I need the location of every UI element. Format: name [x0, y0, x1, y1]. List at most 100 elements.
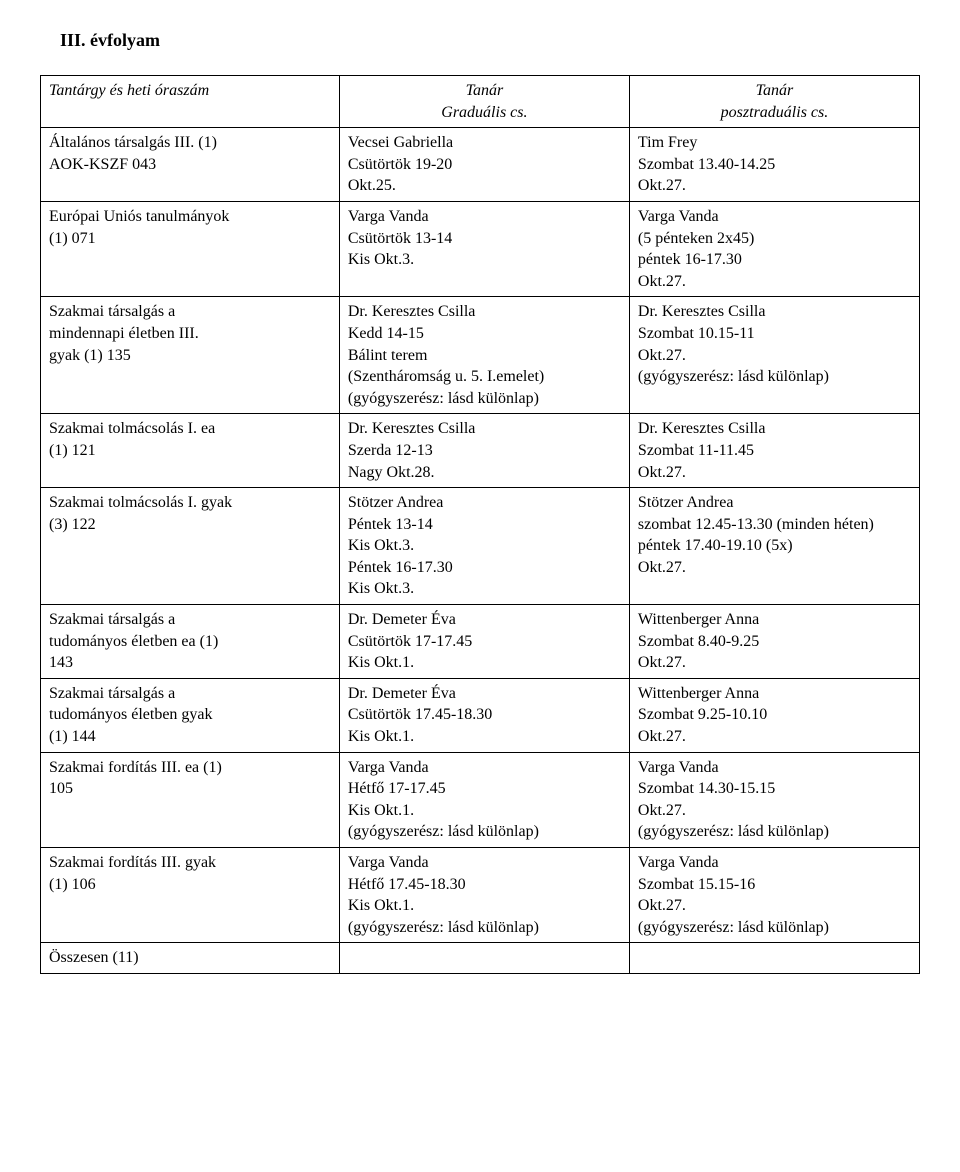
cell-line: Varga Vanda	[348, 759, 429, 776]
header-teacher-gradual-line1: Tanár	[466, 82, 504, 99]
cell-line: péntek 17.40-19.10 (5x)	[638, 537, 793, 554]
cell-line: Kis Okt.3.	[348, 537, 414, 554]
cell-line: Péntek 13-14	[348, 516, 433, 533]
cell-line: Okt.27.	[638, 464, 686, 481]
cell-line: tudományos életben ea (1)	[49, 633, 218, 650]
table-cell: Varga Vanda Csütörtök 13-14 Kis Okt.3.	[339, 201, 629, 296]
table-cell: Stötzer Andreaszombat 12.45-13.30 (minde…	[629, 488, 919, 605]
cell-line: Stötzer Andrea	[348, 494, 444, 511]
header-teacher-postgradual-line1: Tanár	[756, 82, 794, 99]
cell-line: Szakmai fordítás III. ea (1)	[49, 759, 222, 776]
table-row: Szakmai társalgás a tudományos életben ea…	[41, 605, 920, 679]
cell-line: Varga Vanda	[348, 854, 429, 871]
cell-line: Péntek 16-17.30	[348, 559, 453, 576]
table-cell: Dr. Demeter ÉvaCsütörtök 17.45-18.30Kis …	[339, 678, 629, 752]
cell-line: Szakmai társalgás a	[49, 685, 175, 702]
table-row: Szakmai fordítás III. gyak (1) 106 Varga V…	[41, 848, 920, 943]
cell-line: Szakmai tolmácsolás I. gyak	[49, 494, 232, 511]
table-cell: Varga Vanda Hétfő 17-17.45 Kis Okt.1. (gyóg…	[339, 752, 629, 847]
cell-line: Szombat 13.40-14.25	[638, 156, 775, 173]
table-cell: Stötzer Andrea Péntek 13-14 Kis Okt.3. Pént…	[339, 488, 629, 605]
table-row: Európai Uniós tanulmányok (1) 071 Varga Va…	[41, 201, 920, 296]
header-subject: Tantárgy és heti óraszám	[41, 76, 340, 128]
cell-line: Varga Vanda	[348, 208, 429, 225]
cell-line: Szombat 11-11.45	[638, 442, 754, 459]
cell-line: Szakmai társalgás a	[49, 303, 175, 320]
cell-line: tudományos életben gyak	[49, 706, 213, 723]
cell-line: Okt.25.	[348, 177, 396, 194]
cell-line: Kis Okt.3.	[348, 580, 414, 597]
cell-line: Hétfő 17-17.45	[348, 780, 446, 797]
cell-line: Dr. Keresztes Csilla	[638, 303, 766, 320]
cell-line: Hétfő 17.45-18.30	[348, 876, 466, 893]
cell-line: Dr. Keresztes Csilla	[638, 420, 766, 437]
cell-line: Kedd 14-15	[348, 325, 424, 342]
cell-line: (3) 122	[49, 516, 96, 533]
table-cell: Wittenberger AnnaSzombat 8.40-9.25Okt.27…	[629, 605, 919, 679]
cell-line: (1) 121	[49, 442, 96, 459]
cell-line: Wittenberger Anna	[638, 685, 759, 702]
cell-line: (gyógyszerész: lásd különlap)	[638, 919, 829, 936]
cell-line: Szombat 14.30-15.15	[638, 780, 775, 797]
cell-line: (gyógyszerész: lásd különlap)	[348, 823, 539, 840]
cell-line: Vecsei Gabriella	[348, 134, 453, 151]
table-cell: Dr. Keresztes CsillaSzerda 12-13Nagy Okt…	[339, 414, 629, 488]
table-cell: Vecsei GabriellaCsütörtök 19-20Okt.25.	[339, 128, 629, 202]
table-cell: Dr. Demeter ÉvaCsütörtök 17-17.45Kis Okt…	[339, 605, 629, 679]
table-row: Általános társalgás III. (1)AOK-KSZF 043…	[41, 128, 920, 202]
table-cell: Szakmai társalgás a tudományos életben gy…	[41, 678, 340, 752]
header-teacher-postgradual: Tanár posztraduális cs.	[629, 76, 919, 128]
schedule-table: Tantárgy és heti óraszám Tanár Graduális…	[40, 75, 920, 974]
cell-line: (1) 071	[49, 230, 96, 247]
table-cell: Dr. Keresztes Csilla Szombat 11-11.45 Okt.…	[629, 414, 919, 488]
cell-line: Okt.27.	[638, 273, 686, 290]
cell-line: Varga Vanda	[638, 208, 719, 225]
cell-line: (gyógyszerész: lásd különlap)	[348, 390, 539, 407]
table-cell: Varga Vanda(5 pénteken 2x45)péntek 16-17…	[629, 201, 919, 296]
cell-line: Szakmai tolmácsolás I. ea	[49, 420, 215, 437]
cell-line: Dr. Demeter Éva	[348, 685, 456, 702]
table-row: Szakmai tolmácsolás I. ea (1) 121 Dr. Kere…	[41, 414, 920, 488]
cell-line: Csütörtök 17.45-18.30	[348, 706, 492, 723]
cell-line: Okt.27.	[638, 802, 686, 819]
cell-line: Szakmai társalgás a	[49, 611, 175, 628]
cell-line: (gyógyszerész: lásd különlap)	[638, 368, 829, 385]
cell-line: Összesen (11)	[49, 949, 139, 966]
header-teacher-gradual: Tanár Graduális cs.	[339, 76, 629, 128]
cell-line: Nagy Okt.28.	[348, 464, 435, 481]
cell-line: Szombat 9.25-10.10	[638, 706, 767, 723]
table-row: Szakmai fordítás III. ea (1) 105 Varga Van…	[41, 752, 920, 847]
table-cell	[339, 943, 629, 974]
table-row: Szakmai társalgás amindennapi életben II…	[41, 297, 920, 414]
table-cell: Szakmai társalgás amindennapi életben II…	[41, 297, 340, 414]
cell-line: Kis Okt.1.	[348, 802, 414, 819]
cell-line: Szombat 15.15-16	[638, 876, 755, 893]
cell-line: (1) 106	[49, 876, 96, 893]
header-subject-text: Tantárgy és heti óraszám	[49, 82, 209, 99]
cell-line: Szakmai fordítás III. gyak	[49, 854, 216, 871]
cell-line: Tim Frey	[638, 134, 697, 151]
cell-line: Okt.27.	[638, 728, 686, 745]
cell-line: 105	[49, 780, 73, 797]
table-cell: Tim FreySzombat 13.40-14.25Okt.27.	[629, 128, 919, 202]
cell-line: Okt.27.	[638, 897, 686, 914]
cell-line: Okt.27.	[638, 347, 686, 364]
table-row: Szakmai tolmácsolás I. gyak (3) 122 Stötze…	[41, 488, 920, 605]
cell-line: Bálint terem	[348, 347, 428, 364]
cell-line: (gyógyszerész: lásd különlap)	[638, 823, 829, 840]
cell-line: gyak (1) 135	[49, 347, 131, 364]
table-cell: Összesen (11)	[41, 943, 340, 974]
table-cell: Szakmai fordítás III. ea (1) 105	[41, 752, 340, 847]
cell-line: Okt.27.	[638, 654, 686, 671]
cell-line: Kis Okt.1.	[348, 897, 414, 914]
cell-line: Csütörtök 13-14	[348, 230, 452, 247]
cell-line: Wittenberger Anna	[638, 611, 759, 628]
table-row: Szakmai társalgás a tudományos életben gy…	[41, 678, 920, 752]
cell-line: Európai Uniós tanulmányok	[49, 208, 229, 225]
cell-line: Varga Vanda	[638, 854, 719, 871]
cell-line: Varga Vanda	[638, 759, 719, 776]
cell-line: Kis Okt.3.	[348, 251, 414, 268]
cell-line: Általános társalgás III. (1)	[49, 134, 217, 151]
table-cell: Szakmai tolmácsolás I. ea (1) 121	[41, 414, 340, 488]
table-cell: Dr. Keresztes CsillaSzombat 10.15-11Okt.…	[629, 297, 919, 414]
